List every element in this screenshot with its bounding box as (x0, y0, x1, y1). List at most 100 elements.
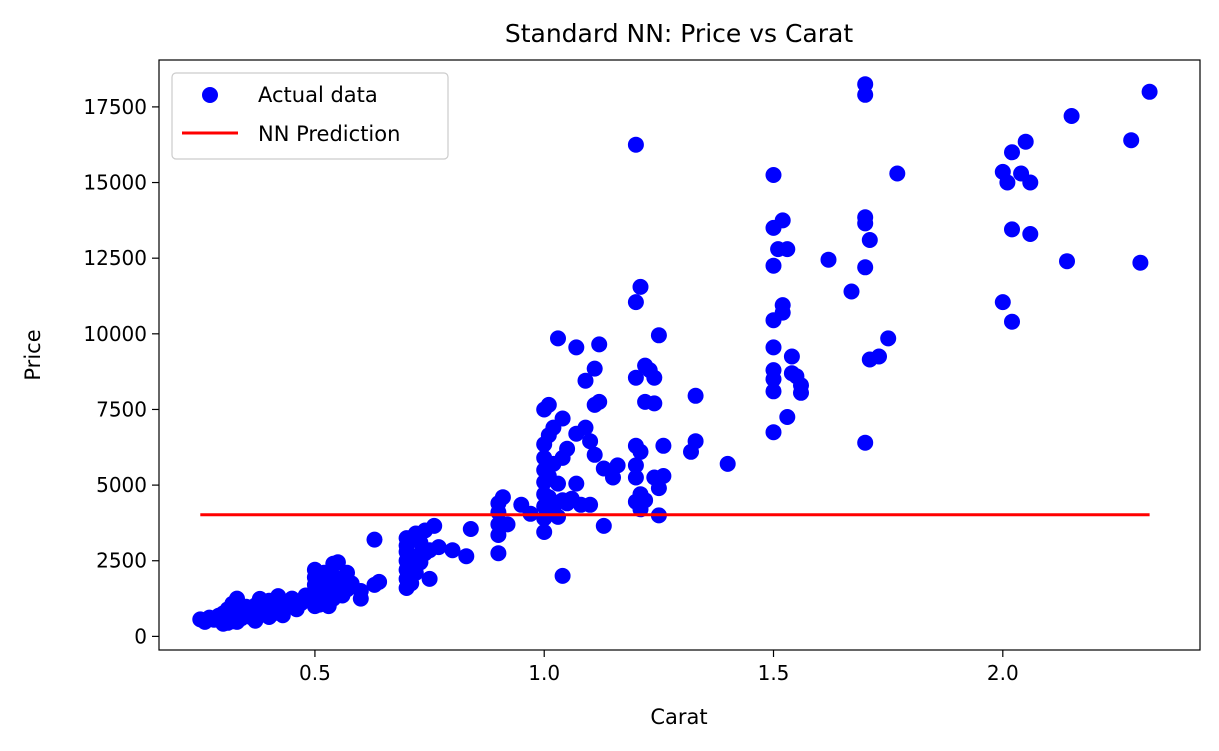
data-point (1004, 221, 1020, 238)
data-point (490, 545, 507, 562)
data-point (1063, 108, 1080, 124)
data-point (1004, 144, 1020, 161)
data-point (559, 440, 576, 457)
data-point (765, 339, 782, 356)
data-point (1004, 313, 1020, 330)
data-point (627, 457, 644, 474)
data-point (783, 348, 800, 365)
data-point (329, 554, 346, 571)
data-point (494, 489, 511, 506)
data-point (582, 496, 599, 513)
x-tick-label: 2.0 (987, 661, 1019, 685)
data-point (687, 433, 704, 450)
data-point (655, 468, 672, 484)
data-point (793, 377, 809, 394)
chart-title: Standard NN: Price vs Carat (505, 19, 854, 48)
data-point (774, 297, 791, 314)
data-point (371, 573, 388, 590)
data-point (650, 327, 667, 344)
data-point (366, 531, 383, 548)
data-point (861, 232, 878, 248)
data-point (687, 387, 704, 404)
y-axis-label: Price (21, 329, 45, 380)
legend-marker-scatter (202, 87, 218, 103)
data-point (462, 521, 479, 537)
data-point (609, 457, 626, 474)
data-point (646, 369, 663, 386)
y-tick-label: 10000 (83, 322, 147, 346)
data-point (857, 209, 874, 226)
x-tick-label: 1.5 (758, 661, 790, 685)
data-point (568, 475, 585, 492)
x-tick-label: 1.0 (528, 661, 560, 685)
data-point (857, 434, 874, 451)
data-point (1022, 174, 1039, 191)
data-point (550, 475, 566, 492)
legend-label-prediction: NN Prediction (258, 122, 400, 146)
data-point (554, 410, 571, 427)
x-tick-label: 0.5 (299, 661, 331, 685)
data-point (779, 409, 796, 425)
data-point (1022, 226, 1039, 242)
y-tick-label: 12500 (83, 246, 147, 270)
data-point (550, 330, 566, 347)
data-point (1017, 133, 1034, 150)
data-point (458, 548, 475, 565)
y-tick-label: 17500 (83, 95, 147, 119)
data-layer (192, 76, 1158, 632)
data-point (765, 383, 782, 400)
data-point (889, 165, 906, 182)
data-point (843, 283, 860, 300)
data-point (627, 294, 644, 311)
data-point (499, 516, 516, 533)
data-point (568, 339, 585, 356)
y-axis: 0 2500 5000 7500 10000 12500 15000 17500 (83, 95, 159, 648)
data-point (857, 259, 874, 276)
data-point (999, 174, 1016, 191)
data-point (605, 469, 621, 486)
data-point (765, 424, 782, 441)
data-point (426, 517, 443, 534)
data-point (627, 136, 644, 153)
data-point (554, 567, 571, 584)
data-point (646, 395, 663, 412)
y-tick-label: 5000 (96, 473, 147, 497)
data-point (779, 241, 796, 258)
data-point (540, 489, 557, 506)
data-point (591, 393, 608, 410)
y-tick-label: 2500 (96, 549, 147, 573)
data-point (586, 446, 603, 463)
legend-label-actual: Actual data (258, 83, 378, 107)
data-point (550, 508, 566, 525)
data-point (820, 251, 837, 268)
data-point (595, 517, 612, 534)
data-point (591, 336, 608, 353)
data-point (430, 539, 447, 556)
legend: Actual data NN Prediction (171, 72, 449, 160)
x-axis-label: Carat (650, 705, 707, 729)
x-axis: 0.5 1.0 1.5 2.0 (299, 650, 1019, 685)
data-point (774, 212, 791, 229)
data-point (632, 443, 649, 460)
data-point (352, 583, 369, 599)
data-point (655, 437, 672, 454)
data-point (421, 570, 438, 587)
data-point (637, 492, 654, 509)
data-point (765, 362, 782, 379)
data-point (650, 480, 667, 497)
data-point (627, 369, 644, 386)
data-point (444, 542, 461, 559)
data-point (632, 278, 649, 295)
data-point (536, 524, 553, 540)
y-tick-label: 7500 (96, 397, 147, 421)
data-point (719, 455, 736, 472)
data-point (765, 167, 782, 183)
data-point (586, 360, 603, 377)
data-point (871, 348, 887, 365)
data-point (627, 469, 644, 486)
data-point (857, 76, 874, 93)
data-point (582, 433, 599, 450)
data-point (577, 372, 594, 389)
y-tick-label: 0 (134, 624, 147, 648)
data-point (1059, 253, 1075, 270)
